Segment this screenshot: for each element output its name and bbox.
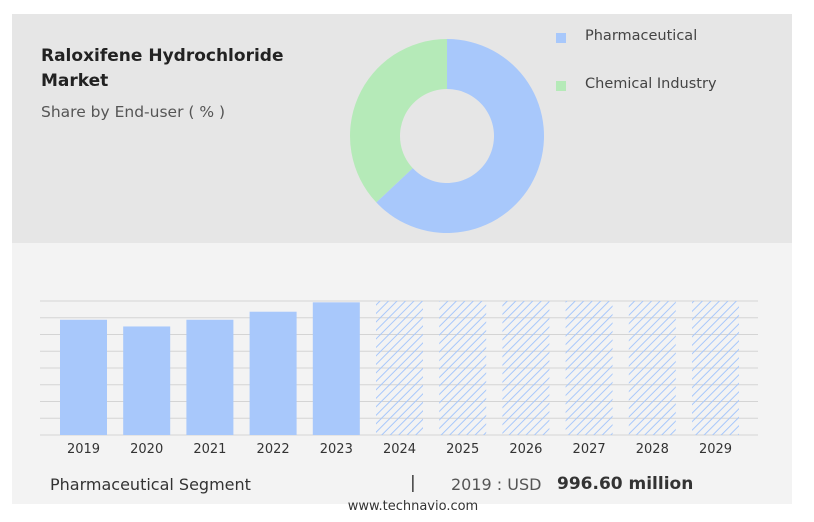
legend-swatch-chemical-industry <box>556 81 566 91</box>
segment-label: Pharmaceutical Segment <box>50 475 251 494</box>
forecast-bar-2026 <box>502 301 550 435</box>
x-tick-label-2024: 2024 <box>383 442 416 457</box>
x-tick-label-2029: 2029 <box>699 442 732 457</box>
bar-chart: 2019 2020 2021 2022 2023 2024 2025 2026 2027 2028… <box>40 300 758 457</box>
forecast-bar-2029 <box>692 301 739 435</box>
x-tick-label-2019: 2019 <box>67 442 100 457</box>
footer-separator: | <box>410 473 416 493</box>
chart-subtitle: Share by End-user ( % ) <box>41 103 226 121</box>
donut-slice-chemical-industry <box>350 39 447 203</box>
x-tick-label-2027: 2027 <box>573 442 606 457</box>
bar-2021 <box>186 319 234 435</box>
donut-slice-pharmaceutical <box>376 39 544 233</box>
x-tick-label-2023: 2023 <box>320 442 353 457</box>
legend-label-pharmaceutical: Pharmaceutical <box>585 28 698 44</box>
bar-2023 <box>312 302 360 435</box>
chart-title: Raloxifene Hydrochloride Market <box>41 46 284 91</box>
base-year-value: 996.60 million <box>557 474 694 494</box>
x-tick-label-2022: 2022 <box>257 442 290 457</box>
x-tick-label-2028: 2028 <box>636 442 669 457</box>
forecast-bar-2025 <box>439 301 487 435</box>
bar-2019 <box>60 319 107 435</box>
bar-2022 <box>249 311 297 435</box>
x-tick-label-2021: 2021 <box>193 442 226 457</box>
forecast-bar-2024 <box>376 301 423 435</box>
donut-chart <box>350 39 544 233</box>
x-tick-label-2026: 2026 <box>509 442 542 457</box>
x-tick-label-2020: 2020 <box>130 442 163 457</box>
bar-2020 <box>123 326 171 435</box>
legend-swatch-pharmaceutical <box>556 33 566 43</box>
source-website: www.technavio.com <box>347 499 479 514</box>
base-year-label: 2019 : USD <box>451 475 542 494</box>
forecast-bar-2027 <box>565 301 613 435</box>
forecast-bar-2028 <box>628 301 676 435</box>
x-tick-label-2025: 2025 <box>446 442 479 457</box>
legend-label-chemical-industry: Chemical Industry <box>585 76 717 92</box>
